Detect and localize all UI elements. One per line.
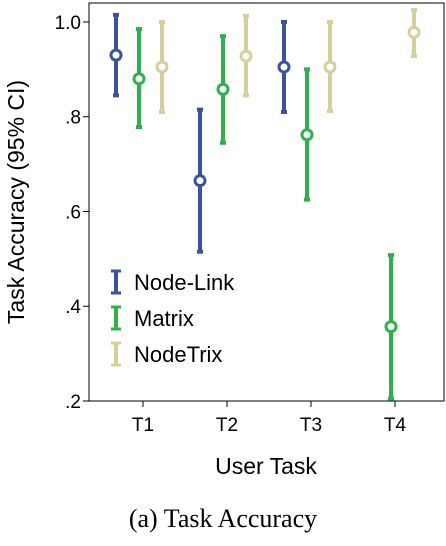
mean-point [407, 25, 421, 39]
error-bar-node-link-t3 [277, 19, 291, 114]
y-axis-title: Task Accuracy (95% CI) [3, 80, 29, 324]
y-axis-ticks: .2 .4 .6 .8 1.0 [55, 13, 89, 413]
mean-point [277, 60, 291, 74]
x-axis-title: User Task [215, 453, 317, 479]
chart: .2 .4 .6 .8 1.0 T1 T2 T3 T4 User Task Task Accu… [3, 2, 445, 479]
mean-point [155, 60, 169, 74]
legend-label: Matrix [134, 306, 194, 331]
y-tick-label: 1.0 [55, 13, 81, 34]
x-tick-label: T2 [216, 415, 238, 436]
y-tick-label: .2 [65, 392, 81, 413]
mean-point [239, 49, 253, 63]
figure-caption: (a) Task Accuracy [128, 504, 318, 533]
error-bar-matrix-t3 [300, 67, 314, 202]
mean-point [300, 128, 314, 142]
y-tick-label: .6 [65, 202, 81, 223]
error-bar-node-link-t1 [109, 12, 123, 98]
x-axis-ticks: T1 T2 T3 T4 [132, 401, 407, 436]
legend-item: Matrix [111, 305, 194, 331]
plot-area [88, 2, 445, 402]
x-tick-label: T3 [300, 415, 322, 436]
legend-item: Node-Link [111, 269, 235, 295]
error-bar-nodetrix-t1 [155, 19, 169, 114]
error-bars [109, 8, 421, 401]
mean-point [323, 60, 337, 74]
legend-label: NodeTrix [134, 342, 222, 367]
mean-point [132, 72, 146, 86]
error-bar-node-link-t2 [193, 107, 207, 254]
legend: Node-Link Matrix NodeTrix [111, 269, 235, 367]
error-bar-nodetrix-t4 [407, 8, 421, 59]
mean-point [109, 48, 123, 62]
x-tick-label: T4 [384, 415, 407, 436]
error-bar-matrix-t4 [384, 253, 398, 401]
error-bar-nodetrix-t3 [323, 19, 337, 114]
legend-label: Node-Link [134, 270, 235, 295]
legend-item: NodeTrix [111, 341, 222, 367]
error-bar-nodetrix-t2 [239, 13, 253, 98]
y-tick-label: .8 [65, 108, 81, 129]
y-tick-label: .4 [65, 297, 81, 318]
mean-point [216, 82, 230, 96]
x-tick-label: T1 [132, 415, 154, 436]
error-bar-matrix-t2 [216, 34, 230, 145]
error-bar-matrix-t1 [132, 27, 146, 130]
mean-point [193, 174, 207, 188]
mean-point [384, 320, 398, 334]
